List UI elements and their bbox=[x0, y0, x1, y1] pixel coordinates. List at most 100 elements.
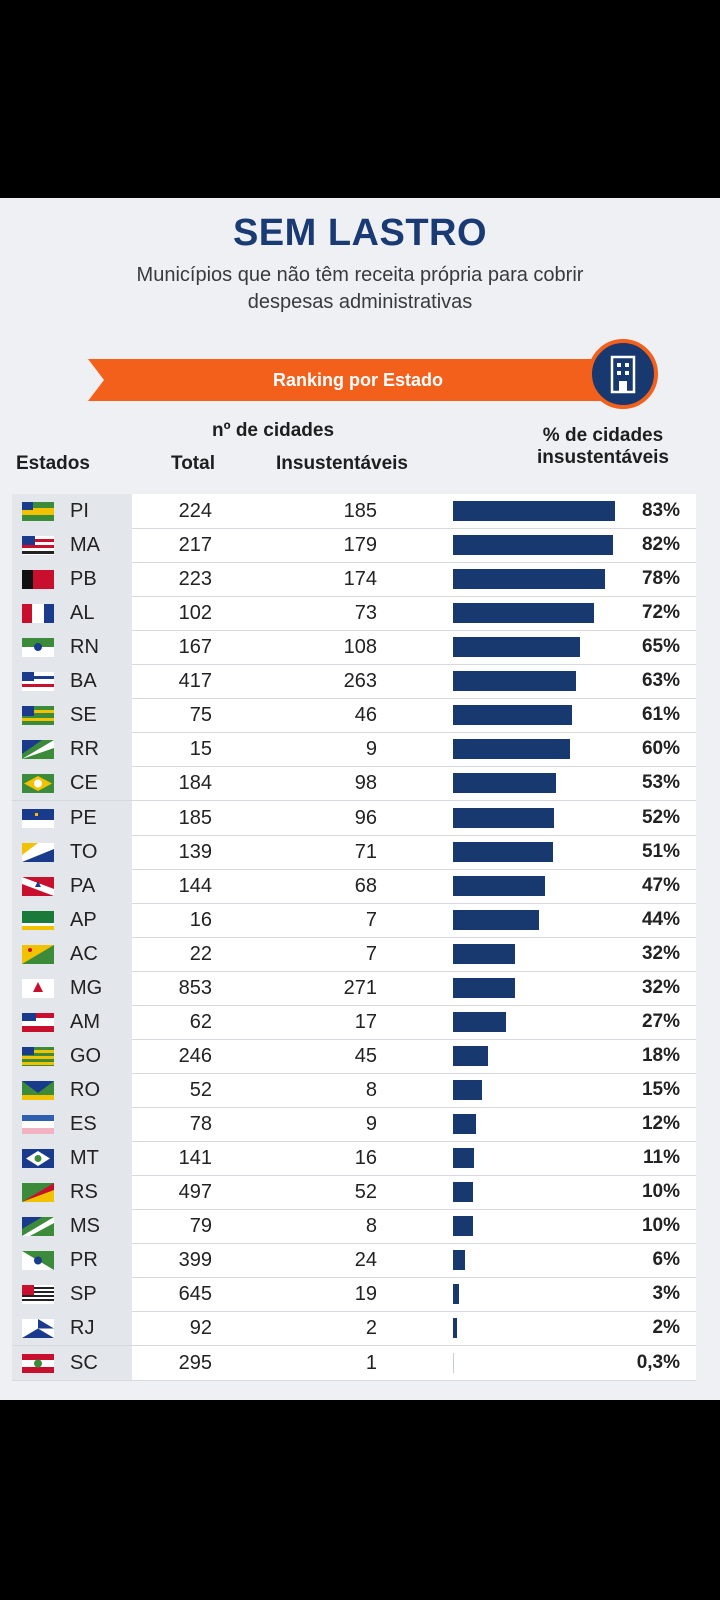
total-cities: 139 bbox=[178, 840, 212, 863]
total-cities: 853 bbox=[178, 976, 212, 999]
flag-se-icon bbox=[22, 706, 54, 726]
pct-label: 10% bbox=[641, 1215, 680, 1237]
pct-bar bbox=[453, 1182, 473, 1203]
table-row: SC 295 1 0,3% bbox=[12, 1345, 696, 1381]
table-row: RR 15 9 60% bbox=[12, 732, 696, 768]
total-cities: 417 bbox=[178, 670, 212, 693]
flag-mg-icon bbox=[22, 978, 54, 998]
table-row: RN 167 108 65% bbox=[12, 630, 696, 666]
total-cities: 15 bbox=[189, 738, 212, 761]
ranking-table: PI 224 185 83% MA 217 179 82% PB 223 174 78% AL 102 73… bbox=[12, 494, 696, 1381]
unsustainable-cities: 73 bbox=[354, 602, 377, 625]
state-code: AL bbox=[70, 602, 95, 625]
pct-bar bbox=[453, 875, 545, 896]
state-code: ES bbox=[70, 1113, 97, 1136]
pct-bar bbox=[453, 1250, 465, 1271]
state-code: PB bbox=[70, 568, 97, 591]
pct-label: 32% bbox=[641, 976, 680, 998]
pct-bar bbox=[453, 841, 553, 862]
state-cell: MG bbox=[12, 970, 132, 1005]
flag-pe-icon bbox=[22, 808, 54, 828]
flag-rr-icon bbox=[22, 740, 54, 760]
total-cities: 223 bbox=[178, 568, 212, 591]
flag-sc-icon bbox=[22, 1353, 54, 1373]
state-code: SP bbox=[70, 1283, 97, 1306]
table-row: RS 497 52 10% bbox=[12, 1175, 696, 1211]
pct-bar bbox=[453, 637, 580, 658]
table-row: SP 645 19 3% bbox=[12, 1277, 696, 1313]
pct-bar bbox=[453, 569, 606, 590]
state-cell: AC bbox=[12, 936, 132, 971]
table-row: SE 75 46 61% bbox=[12, 698, 696, 734]
total-cities: 141 bbox=[178, 1147, 212, 1170]
unsustainable-cities: 9 bbox=[365, 1113, 377, 1136]
state-code: MT bbox=[70, 1147, 99, 1170]
pct-bar bbox=[453, 773, 557, 794]
table-row: AP 16 7 44% bbox=[12, 902, 696, 938]
pct-label: 32% bbox=[641, 942, 680, 964]
table-row: MA 217 179 82% bbox=[12, 528, 696, 564]
pct-label: 15% bbox=[641, 1079, 680, 1101]
state-code: SE bbox=[70, 704, 97, 727]
total-cities: 52 bbox=[189, 1079, 212, 1102]
pct-bar bbox=[453, 1352, 454, 1373]
total-cities: 399 bbox=[178, 1249, 212, 1272]
state-code: MA bbox=[70, 534, 100, 557]
pct-bar bbox=[453, 807, 555, 828]
unsustainable-cities: 68 bbox=[354, 874, 377, 897]
unsustainable-cities: 96 bbox=[354, 806, 377, 829]
flag-am-icon bbox=[22, 1012, 54, 1032]
state-code: PR bbox=[70, 1249, 98, 1272]
total-cities: 645 bbox=[178, 1283, 212, 1306]
pct-label: 47% bbox=[641, 874, 680, 896]
pct-label: 18% bbox=[641, 1044, 680, 1066]
pct-label: 65% bbox=[641, 636, 680, 658]
state-cell: SE bbox=[12, 698, 132, 733]
state-code: PA bbox=[70, 874, 96, 897]
pct-bar bbox=[453, 1216, 473, 1237]
table-row: PE 185 96 52% bbox=[12, 800, 696, 836]
flag-rn-icon bbox=[22, 638, 54, 658]
pct-label: 83% bbox=[641, 500, 680, 521]
col-header-total: Total bbox=[171, 453, 215, 474]
state-cell: RN bbox=[12, 630, 132, 665]
total-cities: 217 bbox=[178, 534, 212, 557]
flag-rs-icon bbox=[22, 1183, 54, 1203]
pct-label: 72% bbox=[641, 602, 680, 624]
pct-bar bbox=[453, 1114, 477, 1135]
unsustainable-cities: 9 bbox=[365, 738, 377, 761]
infographic-card: SEM LASTRO Municípios que não têm receit… bbox=[0, 198, 720, 1400]
pct-bar bbox=[453, 501, 615, 521]
state-cell: PA bbox=[12, 868, 132, 903]
state-cell: AP bbox=[12, 902, 132, 937]
state-cell: SC bbox=[12, 1345, 132, 1380]
subtitle: Municípios que não têm receita própria p… bbox=[100, 262, 620, 316]
table-row: PB 223 174 78% bbox=[12, 562, 696, 598]
total-cities: 224 bbox=[178, 500, 212, 522]
col-header-pct-line-1: % de cidades bbox=[542, 425, 664, 446]
pct-label: 27% bbox=[641, 1010, 680, 1032]
state-cell: RO bbox=[12, 1073, 132, 1108]
total-cities: 185 bbox=[178, 806, 212, 829]
flag-es-icon bbox=[22, 1115, 54, 1135]
flag-pa-icon bbox=[22, 876, 54, 896]
total-cities: 167 bbox=[178, 636, 212, 659]
unsustainable-cities: 271 bbox=[343, 976, 377, 999]
table-row: AL 102 73 72% bbox=[12, 596, 696, 632]
table-row: MT 141 16 11% bbox=[12, 1141, 696, 1177]
pct-label: 0,3% bbox=[636, 1351, 680, 1373]
flag-ap-icon bbox=[22, 910, 54, 930]
pct-bar bbox=[453, 909, 539, 930]
pct-label: 2% bbox=[652, 1317, 680, 1339]
pct-label: 63% bbox=[641, 670, 680, 692]
flag-ce-icon bbox=[22, 774, 54, 794]
state-code: MS bbox=[70, 1215, 100, 1238]
state-cell: BA bbox=[12, 664, 132, 699]
state-code: SC bbox=[70, 1351, 98, 1374]
table-row: GO 246 45 18% bbox=[12, 1038, 696, 1074]
unsustainable-cities: 185 bbox=[343, 500, 377, 522]
total-cities: 497 bbox=[178, 1181, 212, 1204]
table-row: ES 78 9 12% bbox=[12, 1107, 696, 1143]
pct-bar bbox=[453, 1045, 489, 1066]
flag-ro-icon bbox=[22, 1081, 54, 1101]
